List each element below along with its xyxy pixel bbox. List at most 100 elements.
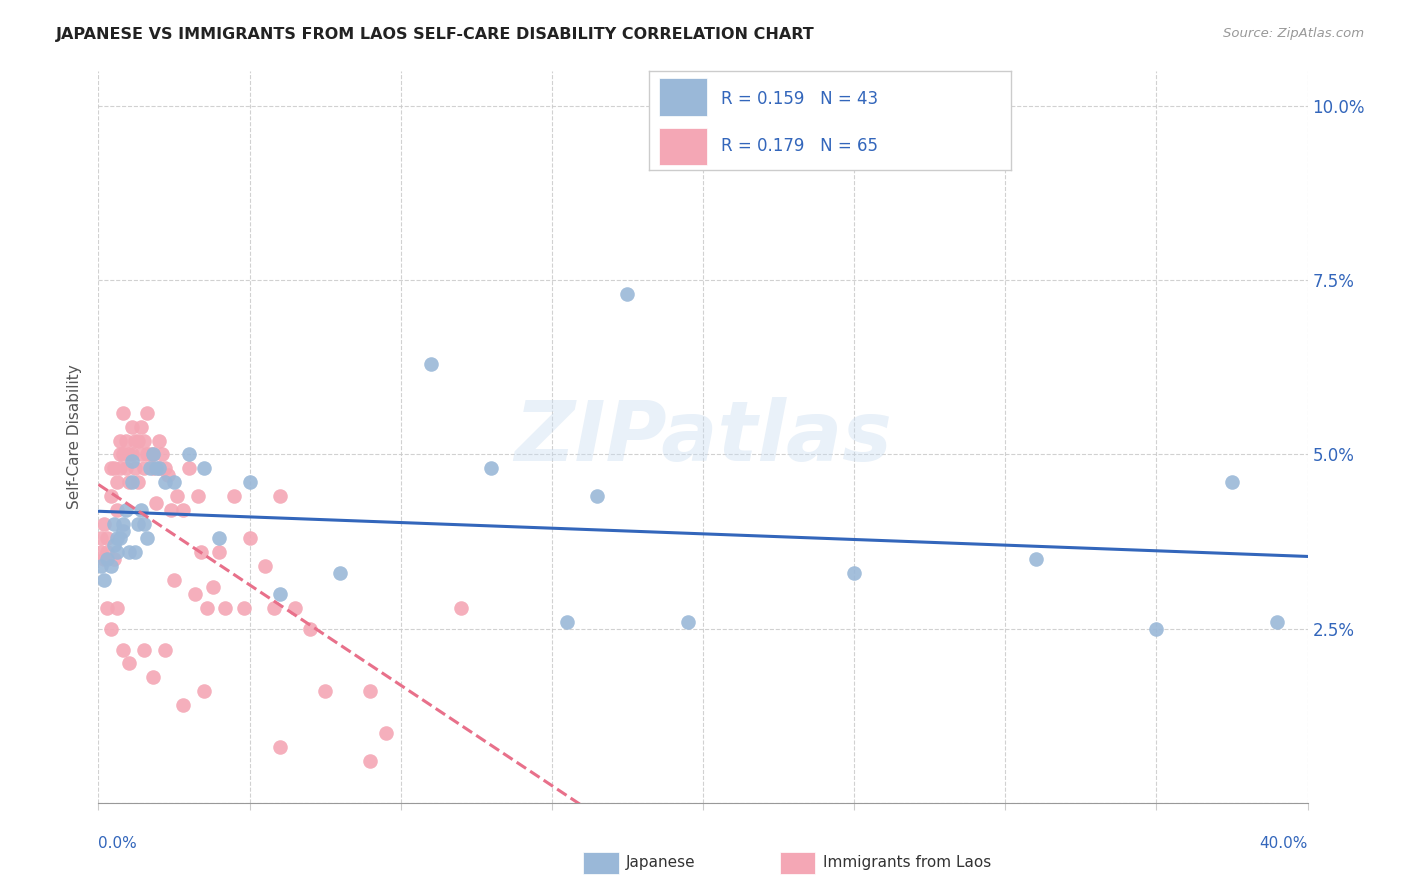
Point	[135, 531, 157, 545]
Y-axis label: Self-Care Disability: Self-Care Disability	[67, 365, 83, 509]
Point	[420, 357, 443, 371]
Point	[96, 531, 118, 545]
Point	[1024, 552, 1046, 566]
Text: 40.0%: 40.0%	[1260, 836, 1308, 851]
Point	[676, 615, 699, 629]
Text: JAPANESE VS IMMIGRANTS FROM LAOS SELF-CARE DISABILITY CORRELATION CHART: JAPANESE VS IMMIGRANTS FROM LAOS SELF-CA…	[56, 27, 815, 42]
Point	[284, 600, 307, 615]
Point	[208, 531, 231, 545]
Point	[121, 419, 143, 434]
Point	[96, 545, 118, 559]
Point	[111, 524, 134, 538]
Point	[127, 434, 149, 448]
Point	[153, 475, 176, 490]
Point	[190, 545, 212, 559]
Point	[118, 657, 141, 671]
Point	[111, 406, 134, 420]
Point	[118, 448, 141, 462]
Point	[124, 434, 146, 448]
Point	[179, 461, 201, 475]
Point	[103, 461, 125, 475]
Point	[148, 461, 170, 475]
Point	[187, 489, 209, 503]
Point	[103, 517, 125, 532]
Point	[208, 545, 231, 559]
Point	[1220, 475, 1243, 490]
Point	[214, 600, 236, 615]
Point	[481, 461, 503, 475]
Point	[127, 475, 149, 490]
Point	[166, 489, 188, 503]
Point	[100, 558, 122, 573]
Point	[179, 448, 201, 462]
Point	[193, 461, 215, 475]
Point	[202, 580, 225, 594]
Text: ZIPatlas: ZIPatlas	[515, 397, 891, 477]
Point	[314, 684, 336, 698]
Point	[121, 475, 143, 490]
Point	[121, 454, 143, 468]
Point	[139, 448, 162, 462]
Point	[118, 545, 141, 559]
Point	[844, 566, 866, 580]
Point	[114, 461, 136, 475]
Point	[156, 468, 179, 483]
Point	[114, 434, 136, 448]
Text: Source: ZipAtlas.com: Source: ZipAtlas.com	[1223, 27, 1364, 40]
Point	[616, 287, 638, 301]
Point	[555, 615, 578, 629]
Point	[269, 740, 291, 755]
Point	[93, 573, 115, 587]
Point	[105, 503, 128, 517]
Point	[450, 600, 472, 615]
Point	[100, 622, 122, 636]
Point	[142, 448, 165, 462]
Point	[108, 531, 131, 545]
Point	[93, 517, 115, 532]
Point	[129, 448, 152, 462]
Point	[139, 461, 162, 475]
Point	[329, 566, 352, 580]
Point	[132, 517, 155, 532]
Point	[108, 434, 131, 448]
Point	[253, 558, 276, 573]
Point	[299, 622, 322, 636]
Point	[172, 698, 194, 713]
Point	[145, 461, 167, 475]
Point	[90, 558, 112, 573]
Point	[172, 503, 194, 517]
Point	[90, 545, 112, 559]
Point	[105, 475, 128, 490]
Point	[142, 448, 165, 462]
Point	[153, 461, 176, 475]
Point	[269, 489, 291, 503]
Point	[100, 461, 122, 475]
Point	[193, 684, 215, 698]
Point	[1267, 615, 1289, 629]
Point	[105, 600, 128, 615]
Point	[142, 670, 165, 684]
Point	[239, 531, 262, 545]
Point	[263, 600, 285, 615]
Point	[145, 496, 167, 510]
Point	[96, 552, 118, 566]
Point	[374, 726, 396, 740]
Point	[184, 587, 207, 601]
Point	[132, 642, 155, 657]
Point	[111, 517, 134, 532]
Point	[153, 642, 176, 657]
Point	[135, 406, 157, 420]
Point	[129, 419, 152, 434]
Point	[360, 684, 382, 698]
Point	[114, 503, 136, 517]
Point	[103, 538, 125, 552]
Point	[90, 531, 112, 545]
Point	[1144, 622, 1167, 636]
Point	[127, 517, 149, 532]
Point	[163, 475, 186, 490]
Text: 0.0%: 0.0%	[98, 836, 138, 851]
Point	[586, 489, 609, 503]
Point	[96, 600, 118, 615]
Point	[93, 552, 115, 566]
Point	[135, 448, 157, 462]
